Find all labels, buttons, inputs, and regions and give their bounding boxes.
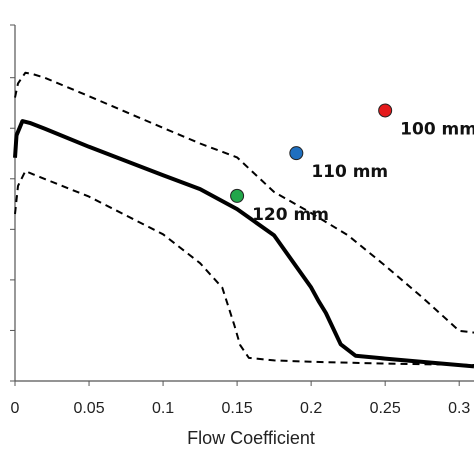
x-axis-title: Flow Coefficient [187,428,315,448]
x-tick-label: 0 [11,400,20,417]
point-label: 120 mm [252,205,329,225]
data-point-120-mm [230,188,245,203]
data-point-100-mm [378,103,393,118]
data-point-110-mm [289,146,304,161]
x-tick-label: 0.1 [152,400,174,417]
points-layer: 100 mm 110 mm 120 mm [230,103,474,225]
ticks-layer: 0 0.05 0.1 0.15 0.2 0.25 0.3 [10,24,470,417]
series-line-dashed-1 [14,71,474,334]
axes [14,25,474,382]
series-line-dashed-2 [14,170,474,366]
x-tick-label: 0.3 [448,400,470,417]
series-layer [13,71,474,369]
point-label: 110 mm [311,162,388,182]
point-label: 100 mm [400,119,474,139]
x-tick-label: 0.05 [73,400,104,417]
x-tick-label: 0.25 [370,400,401,417]
series-line-solid [13,119,474,369]
x-tick-label: 0.15 [222,400,253,417]
x-tick-label: 0.2 [300,400,322,417]
